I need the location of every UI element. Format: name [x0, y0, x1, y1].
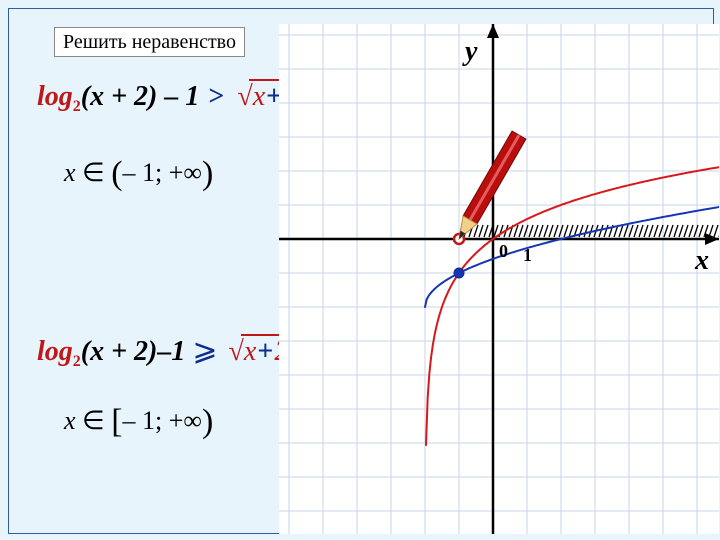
cmp-gt: > — [206, 81, 226, 112]
solution-1: x ∈ (– 1; +∞) — [64, 155, 213, 193]
log-arg: (x + 2) – 1 — [81, 81, 200, 112]
y-axis-label: y — [465, 36, 477, 68]
coordinate-graph: y x 01 — [279, 24, 719, 534]
one-label: 1 — [523, 245, 532, 266]
log-sym: log — [37, 81, 73, 112]
slide-frame: Решить неравенство log2(x + 2) – 1 > √x+… — [8, 8, 714, 534]
log-base: 2 — [73, 98, 81, 115]
title-box: Решить неравенство — [54, 27, 245, 57]
cmp-ge: ⩾ — [192, 334, 217, 367]
x-axis-label: x — [695, 245, 709, 277]
corner-ornament — [8, 479, 63, 534]
title-text: Решить неравенство — [63, 31, 236, 53]
solution-2: x ∈ [– 1; +∞) — [64, 403, 213, 441]
origin-label: 0 — [499, 241, 508, 262]
